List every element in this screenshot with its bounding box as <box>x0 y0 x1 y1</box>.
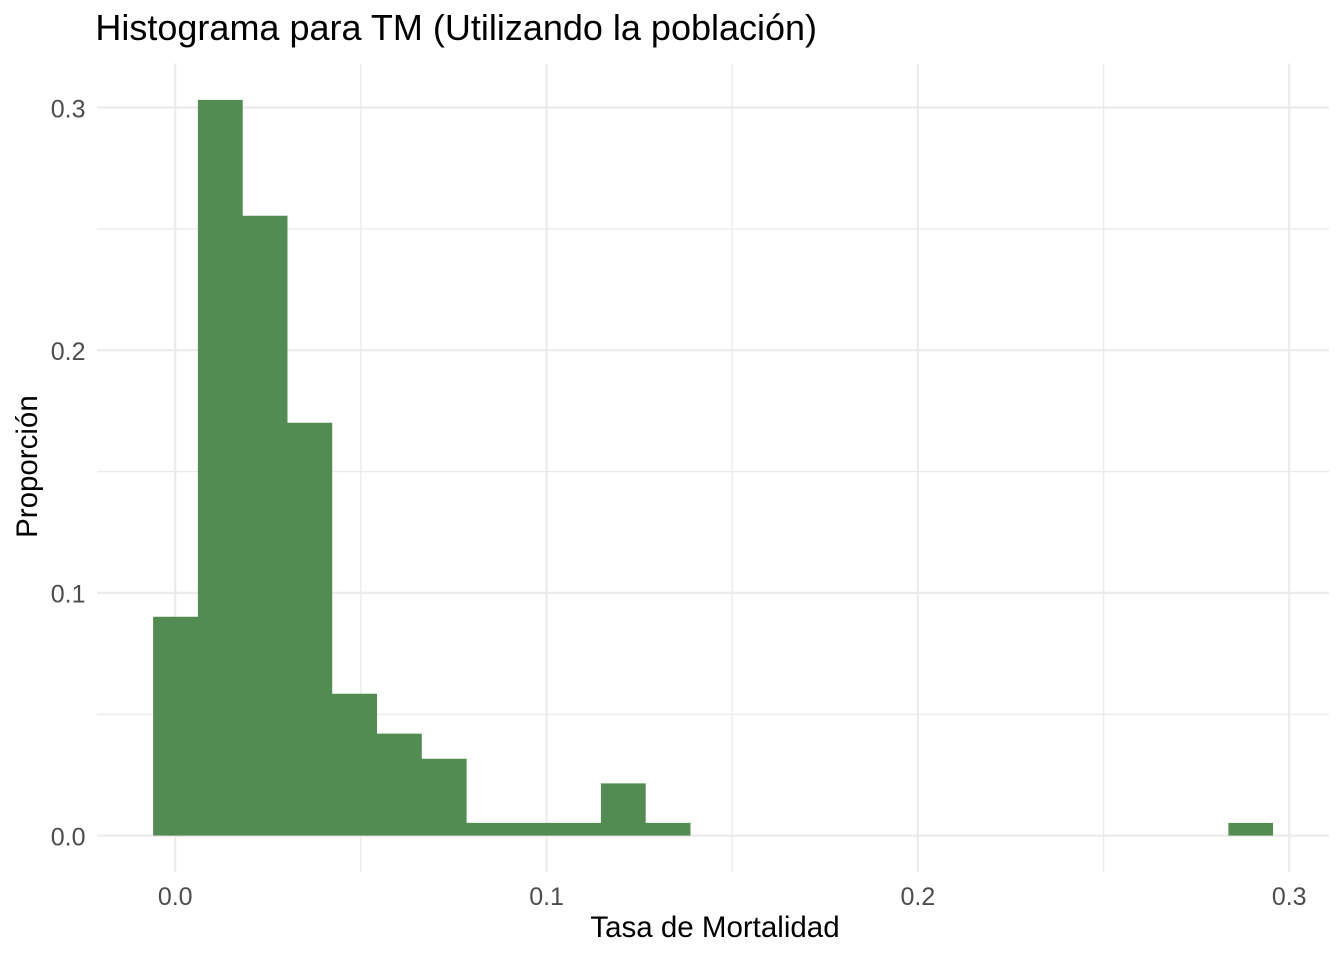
svg-text:0.1: 0.1 <box>51 581 86 609</box>
svg-text:0.0: 0.0 <box>158 883 193 911</box>
svg-text:0.0: 0.0 <box>51 823 86 851</box>
svg-text:Tasa de Mortalidad: Tasa de Mortalidad <box>590 911 839 944</box>
svg-text:0.2: 0.2 <box>51 338 86 366</box>
svg-text:0.1: 0.1 <box>529 883 564 911</box>
svg-text:Histograma para TM (Utilizando: Histograma para TM (Utilizando la poblac… <box>95 7 817 48</box>
svg-text:0.3: 0.3 <box>51 95 86 123</box>
svg-text:Proporción: Proporción <box>11 395 44 538</box>
svg-text:0.3: 0.3 <box>1272 883 1307 911</box>
svg-text:0.2: 0.2 <box>901 883 936 911</box>
